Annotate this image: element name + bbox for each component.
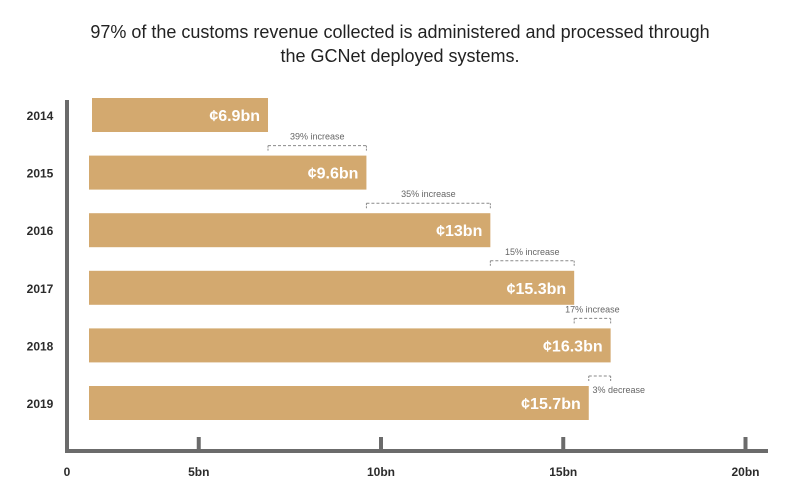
bar-value-label: ¢9.6bn	[308, 166, 359, 183]
bar-value-label: ¢13bn	[436, 223, 482, 240]
bar-2018	[89, 328, 611, 363]
bar-2016	[89, 213, 491, 248]
bar-value-label: ¢16.3bn	[543, 338, 603, 355]
bar-value-label: ¢15.7bn	[521, 396, 581, 413]
y-category-label: 2017	[27, 282, 54, 296]
change-annotation-label: 15% increase	[505, 247, 560, 257]
bar-2019	[89, 386, 589, 420]
change-annotation-label: 39% increase	[290, 132, 345, 142]
y-category-label: 2019	[27, 397, 54, 411]
x-tick-label: 10bn	[367, 465, 395, 479]
x-tick-label: 0	[64, 465, 71, 479]
x-tick-label: 5bn	[188, 465, 209, 479]
change-annotation-label: 35% increase	[401, 189, 456, 199]
y-category-label: 2015	[27, 167, 54, 181]
x-tick-label: 20bn	[731, 465, 759, 479]
bar-2017	[89, 270, 575, 305]
bar-2015	[89, 155, 367, 190]
x-tick-label: 15bn	[549, 465, 577, 479]
chart-title-line-1: 97% of the customs revenue collected is …	[90, 22, 710, 42]
change-annotation-label: 3% decrease	[592, 385, 645, 395]
bar-2014	[92, 98, 269, 132]
y-category-label: 2016	[27, 224, 54, 238]
chart-title: 97% of the customs revenue collected is …	[0, 20, 800, 68]
bar-value-label: ¢15.3bn	[507, 281, 567, 298]
change-annotation-label: 17% increase	[565, 304, 620, 314]
chart-title-line-2: the GCNet deployed systems.	[280, 46, 520, 66]
y-category-label: 2018	[27, 339, 54, 353]
y-category-label: 2014	[27, 109, 54, 123]
bar-value-label: ¢6.9bn	[209, 108, 260, 125]
